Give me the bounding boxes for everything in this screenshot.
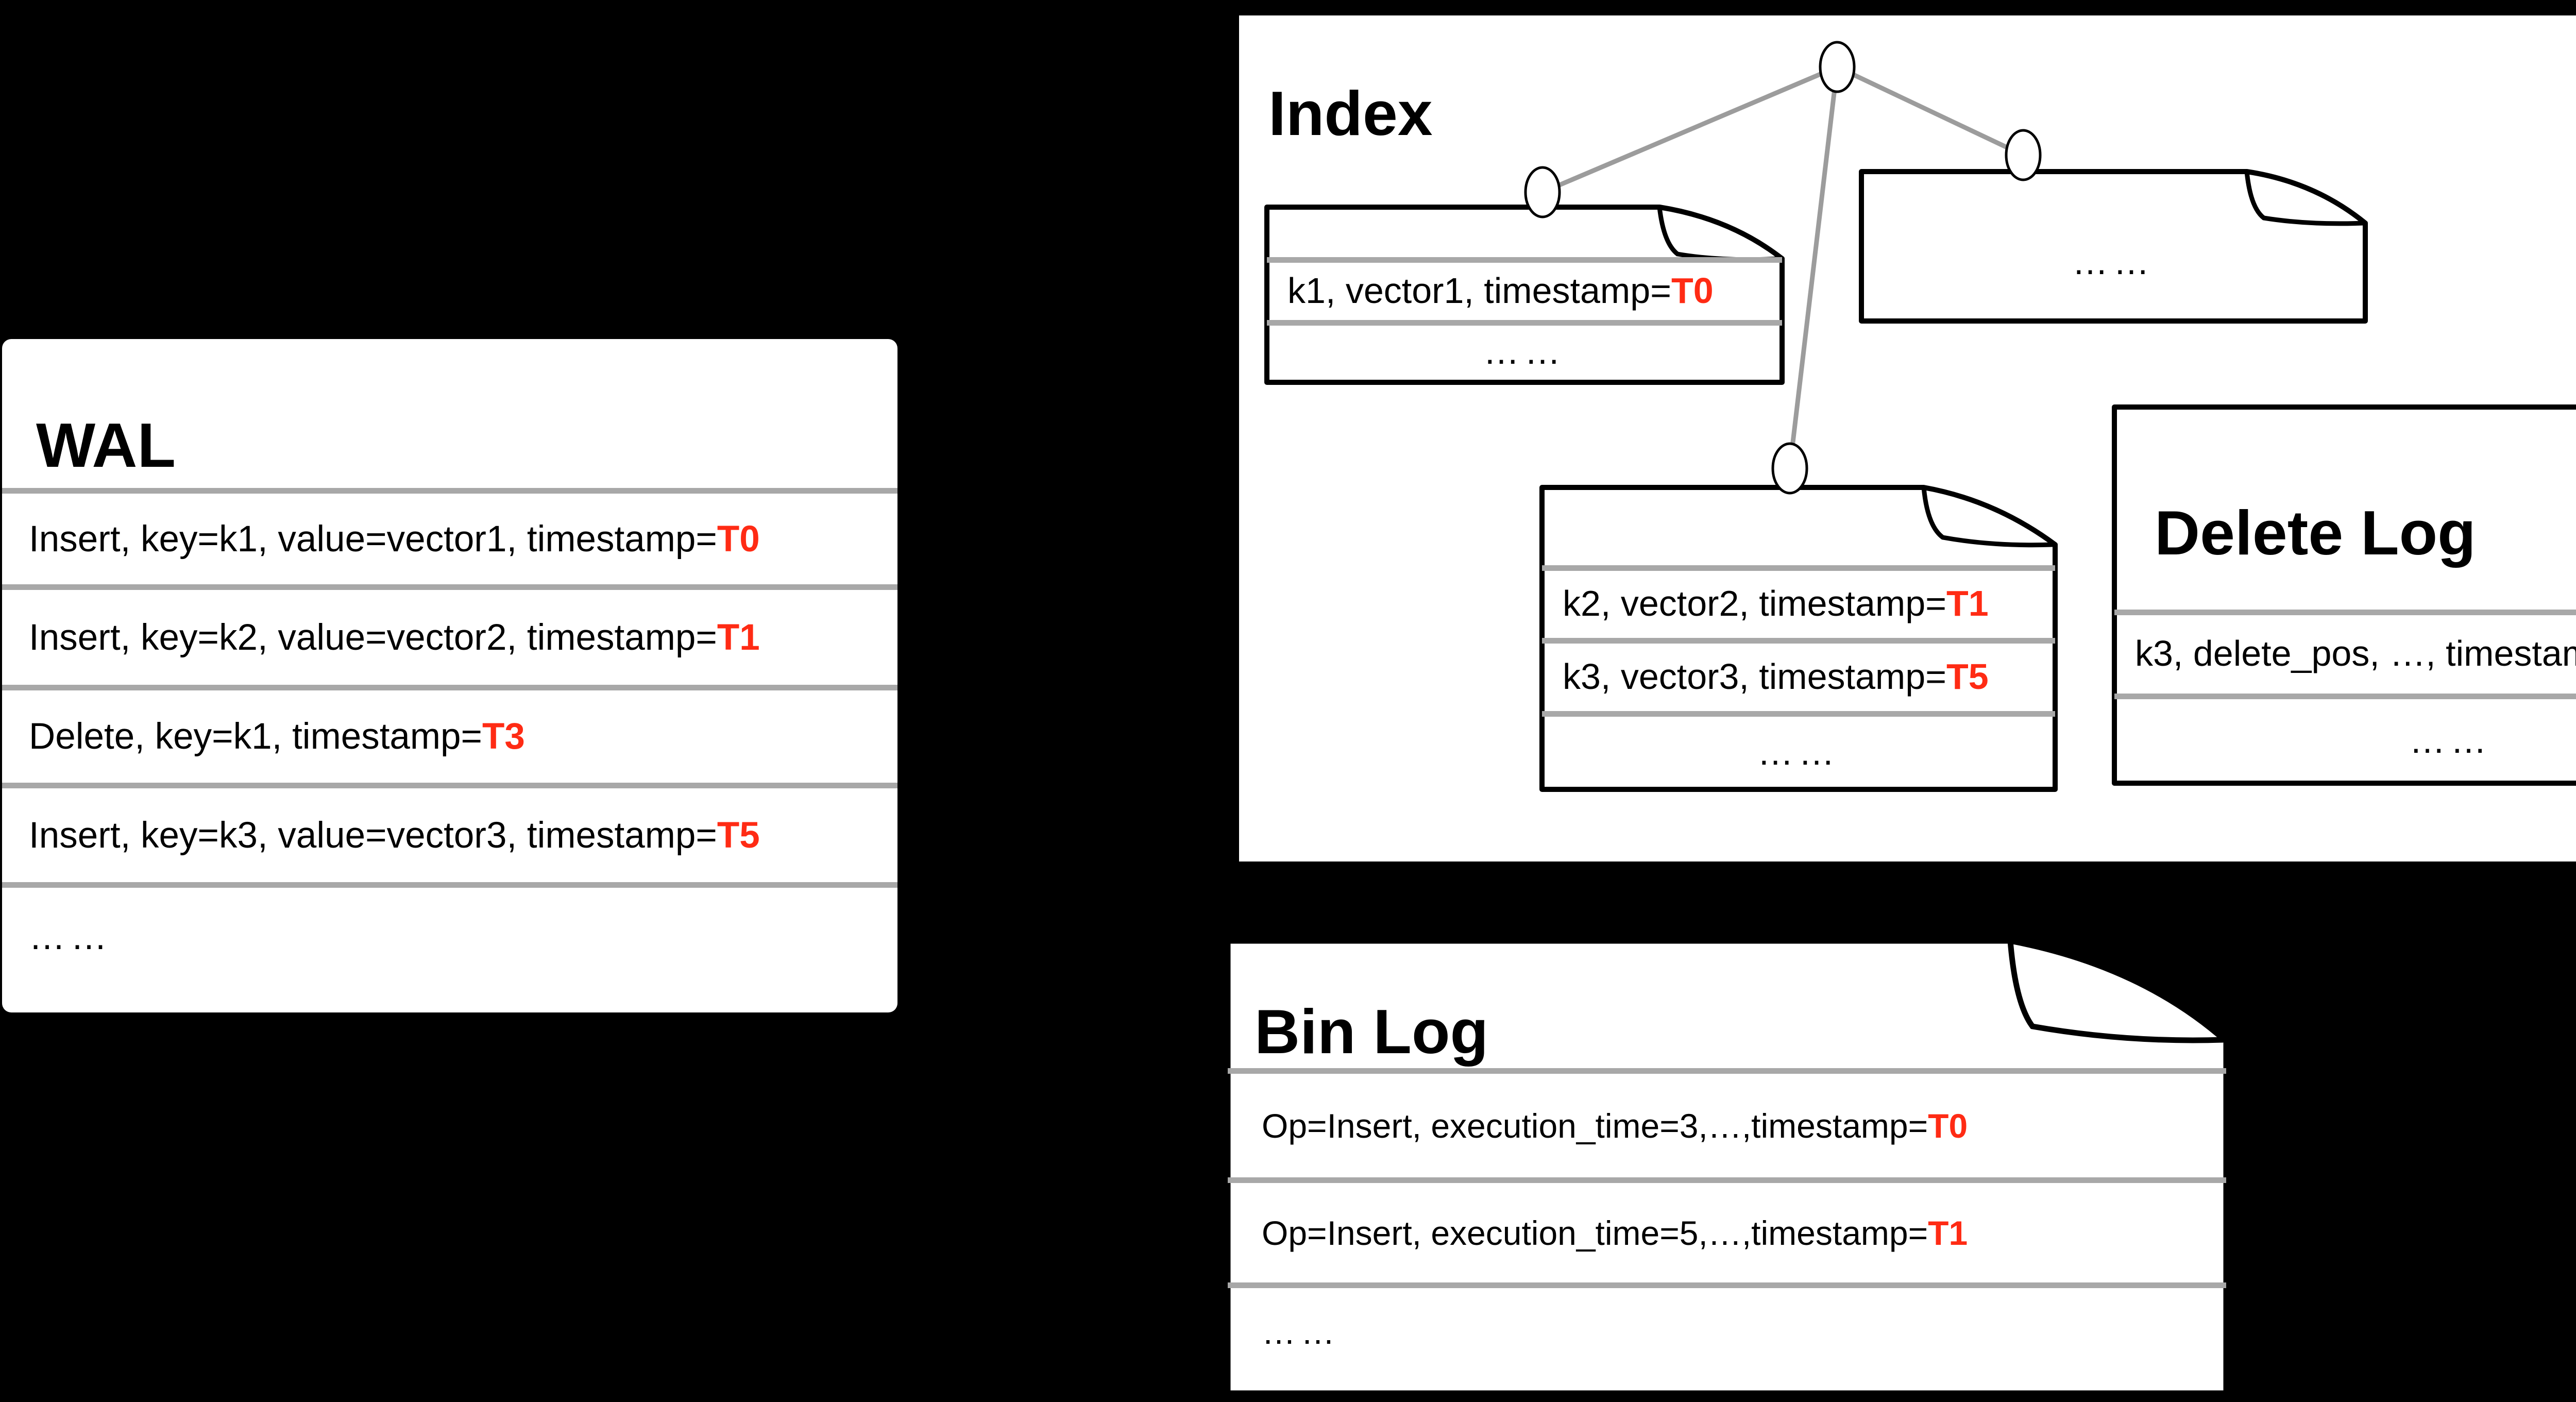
tree-node	[2005, 129, 2042, 181]
timestamp-value: T1	[1928, 1213, 1968, 1252]
segment-file-k2-k3: k2, vector2, timestamp= T1 k3, vector3, t…	[1539, 485, 2058, 792]
divider	[1542, 565, 2055, 571]
delete-log-file: Delete Log k3, delete_pos, …, timestamp=…	[2112, 404, 2576, 786]
timestamp-value: T1	[717, 617, 760, 658]
timestamp-value: T0	[717, 518, 760, 560]
tree-edge	[1836, 64, 2024, 158]
file-row-k1: k1, vector1, timestamp= T0	[1267, 261, 1782, 320]
file-row-text: k3, delete_pos, …, timestamp=	[2135, 633, 2576, 673]
ellipsis-text: ……	[1262, 1313, 1340, 1351]
tree-edge	[1541, 64, 1838, 195]
divider	[1228, 1068, 2226, 1074]
divider	[2114, 694, 2576, 699]
fold-corner-icon	[2244, 171, 2364, 226]
divider	[1542, 711, 2055, 717]
binlog-row-ellipsis: ……	[1228, 1288, 2226, 1376]
divider	[2, 783, 897, 788]
delete-log-row-ellipsis: ……	[2114, 697, 2576, 783]
timestamp-value: T5	[1946, 656, 1989, 697]
ellipsis-text: ……	[2409, 720, 2492, 761]
divider	[1228, 1282, 2226, 1288]
divider	[2, 584, 897, 590]
file-row-ellipsis: ……	[1267, 324, 1782, 379]
ellipsis-text: ……	[2072, 242, 2155, 282]
file-row-ellipsis: ……	[1861, 223, 2365, 300]
ellipsis-text: ……	[1757, 732, 1840, 772]
ellipsis-text: ……	[1483, 331, 1566, 371]
segment-file-k1: k1, vector1, timestamp= T0 ……	[1264, 205, 1785, 385]
divider	[1267, 320, 1782, 326]
file-row-k3: k3, vector3, timestamp= T5	[1542, 641, 2055, 711]
binlog-file: Bin Log Op=Insert, execution_time=3,…,ti…	[1225, 938, 2229, 1396]
fold-corner-icon	[2007, 940, 2224, 1043]
divider	[1542, 638, 2055, 644]
binlog-row-1: Op=Insert, execution_time=3,…,timestamp=…	[1228, 1074, 2226, 1177]
wal-title: WAL	[36, 410, 176, 481]
fold-corner-icon	[1921, 487, 2054, 548]
ellipsis-text: ……	[29, 916, 112, 957]
file-row-text: k1, vector1, timestamp=	[1287, 270, 1672, 311]
divider	[2, 882, 897, 888]
divider	[2, 488, 897, 494]
wal-row-text: Delete, key=k1, timestamp=	[29, 716, 483, 757]
wal-row-insert-k2: Insert, key=k2, value=vector2, timestamp…	[2, 590, 897, 685]
tree-node	[1771, 442, 1808, 495]
divider	[2114, 610, 2576, 615]
tree-root-node	[1819, 41, 1856, 93]
delete-log-title: Delete Log	[2155, 498, 2476, 568]
wal-panel: WAL Insert, key=k1, value=vector1, times…	[2, 339, 897, 1012]
paper-shape	[1225, 938, 2229, 1396]
timestamp-value: T3	[482, 716, 525, 757]
tree-edge	[1787, 66, 1840, 469]
wal-row-delete-k1: Delete, key=k1, timestamp= T3	[2, 690, 897, 783]
file-row-k2: k2, vector2, timestamp= T1	[1542, 569, 2055, 638]
timestamp-value: T0	[1928, 1106, 1968, 1145]
wal-row-insert-k1: Insert, key=k1, value=vector1, timestamp…	[2, 494, 897, 584]
index-tree	[1524, 41, 2042, 495]
binlog-row-text: Op=Insert, execution_time=3,…,timestamp=	[1262, 1106, 1928, 1145]
timestamp-value: T0	[1671, 270, 1714, 311]
wal-row-text: Insert, key=k3, value=vector3, timestamp…	[29, 815, 717, 856]
paper-shape	[1859, 169, 2368, 324]
divider	[1267, 257, 1782, 263]
file-row-ellipsis: ……	[1542, 715, 2055, 789]
timestamp-value: T5	[717, 815, 760, 856]
wal-row-text: Insert, key=k1, value=vector1, timestamp…	[29, 518, 717, 560]
binlog-row-2: Op=Insert, execution_time=5,…,timestamp=…	[1228, 1183, 2226, 1282]
wal-row-insert-k3: Insert, key=k3, value=vector3, timestamp…	[2, 788, 897, 882]
delete-log-row-k3: k3, delete_pos, …, timestamp=T3	[2114, 613, 2576, 694]
divider	[2, 685, 897, 690]
wal-row-ellipsis: ……	[2, 888, 897, 986]
divider	[1228, 1177, 2226, 1183]
binlog-title: Bin Log	[1255, 996, 1488, 1067]
timestamp-value: T1	[1946, 583, 1989, 623]
index-title: Index	[1268, 78, 1433, 149]
index-panel: Index k1, vector1, timestamp= T0 …… …	[1239, 15, 2576, 862]
wal-row-text: Insert, key=k2, value=vector2, timestamp…	[29, 617, 717, 658]
segment-file-ellipsis: ……	[1859, 169, 2368, 324]
tree-node	[1524, 166, 1561, 218]
file-row-text: k2, vector2, timestamp=	[1563, 583, 1947, 623]
paper-shape	[2112, 404, 2576, 786]
file-row-text: k3, vector3, timestamp=	[1563, 656, 1947, 697]
binlog-row-text: Op=Insert, execution_time=5,…,timestamp=	[1262, 1213, 1928, 1252]
